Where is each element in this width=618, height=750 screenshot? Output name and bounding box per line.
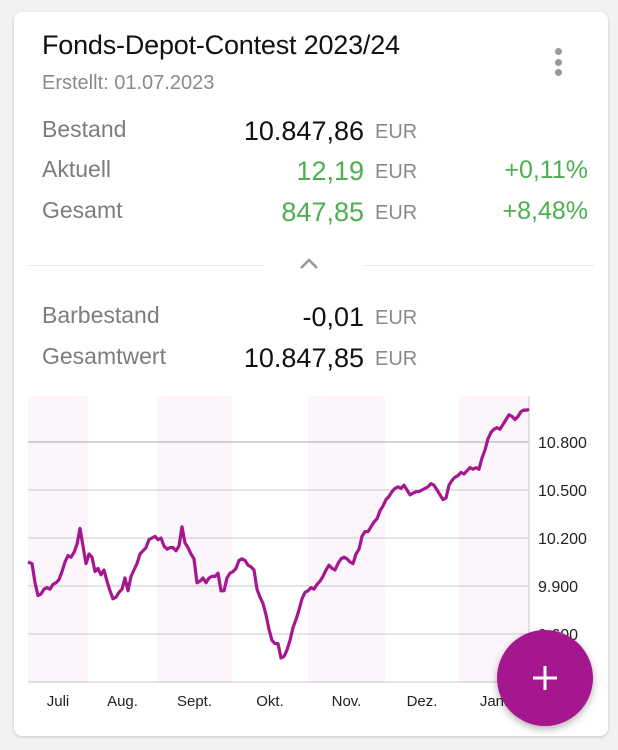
row-currency: EUR <box>375 202 418 224</box>
y-tick-label: 9.900 <box>538 579 578 596</box>
row-currency: EUR <box>375 121 418 143</box>
row-percent: +8,48% <box>502 197 589 225</box>
portfolio-title: Fonds-Depot-Contest 2023/24 <box>42 30 400 60</box>
chevron-up-icon[interactable] <box>298 256 320 272</box>
row-percent: +0,11% <box>504 156 588 184</box>
row-aktuell: Aktuell 12,19 EUR +0,11% <box>42 156 602 188</box>
row-currency: EUR <box>375 161 418 183</box>
y-tick-label: 10.500 <box>538 483 587 500</box>
row-barbestand: Barbestand -0,01 EUR <box>42 302 602 334</box>
row-gesamt: Gesamt 847,85 EUR +8,48% <box>42 197 602 229</box>
created-date: Erstellt: 01.07.2023 <box>42 72 215 94</box>
row-gesamtwert: Gesamtwert 10.847,85 EUR <box>42 343 602 375</box>
row-value: 10.847,85 <box>243 343 364 373</box>
row-currency: EUR <box>375 348 418 370</box>
month-band <box>157 396 232 682</box>
row-label: Gesamtwert <box>42 343 166 369</box>
portfolio-card: Fonds-Depot-Contest 2023/24 Erstellt: 01… <box>14 12 608 736</box>
x-tick-label: Aug. <box>107 693 138 710</box>
row-value: -0,01 <box>302 302 364 332</box>
divider <box>28 265 264 266</box>
x-tick-label: Dez. <box>407 693 438 710</box>
row-value: 847,85 <box>281 197 364 227</box>
add-button[interactable] <box>497 630 593 726</box>
value-line <box>27 407 530 660</box>
row-currency: EUR <box>375 307 418 329</box>
row-value: 10.847,86 <box>243 116 364 146</box>
row-bestand: Bestand 10.847,86 EUR <box>42 116 602 148</box>
x-tick-label: Okt. <box>256 693 284 710</box>
row-value: 12,19 <box>296 156 364 186</box>
row-label: Aktuell <box>42 156 112 182</box>
x-tick-label: Nov. <box>332 693 362 710</box>
more-vert-icon[interactable] <box>550 48 566 84</box>
plus-icon <box>533 666 557 690</box>
y-tick-label: 10.200 <box>538 531 587 548</box>
month-band <box>308 396 385 682</box>
row-label: Gesamt <box>42 197 123 223</box>
x-tick-label: Sept. <box>177 693 212 710</box>
divider <box>364 265 594 266</box>
x-tick-label: Juli <box>47 693 70 710</box>
y-tick-label: 10.800 <box>538 435 587 452</box>
row-label: Bestand <box>42 116 127 142</box>
row-label: Barbestand <box>42 302 160 328</box>
